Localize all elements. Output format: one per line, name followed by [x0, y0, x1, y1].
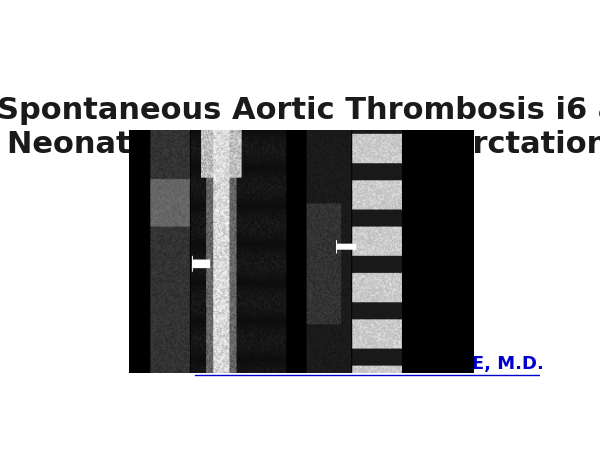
Text: Spontaneous Aortic Thrombosis i6 a
Neonate Presenting as Coarctation: Spontaneous Aortic Thrombosis i6 a Neona… [0, 95, 600, 159]
Text: By: By [175, 356, 203, 373]
Text: Dr. PATRICIA ANN PENKOSKE, M.D.: Dr. PATRICIA ANN PENKOSKE, M.D. [194, 356, 544, 373]
